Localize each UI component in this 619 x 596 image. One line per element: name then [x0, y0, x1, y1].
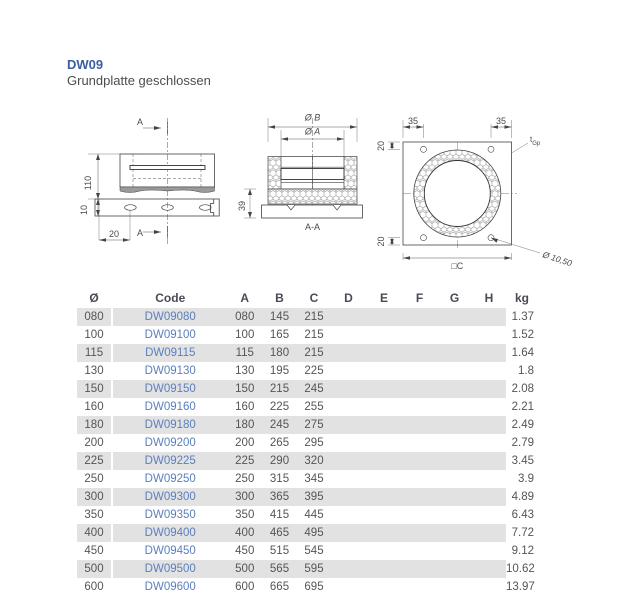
svg-text:35: 35 [408, 116, 418, 126]
svg-text:39: 39 [237, 201, 247, 211]
svg-text:Ø B: Ø B [304, 113, 321, 123]
svg-text:A: A [137, 117, 143, 127]
svg-text:A-A: A-A [305, 222, 320, 232]
svg-text:20: 20 [376, 236, 386, 246]
svg-text:35: 35 [496, 116, 506, 126]
svg-text:A: A [137, 228, 143, 238]
svg-text:Ø A: Ø A [304, 127, 320, 137]
svg-text:Ø 10,50: Ø 10,50 [540, 249, 573, 268]
svg-text:10: 10 [79, 205, 89, 215]
svg-text:20: 20 [109, 229, 119, 239]
svg-text:110: 110 [83, 176, 93, 190]
svg-text:20: 20 [376, 141, 386, 151]
svg-text:□C: □C [451, 261, 463, 271]
svg-text:tGp: tGp [530, 135, 541, 147]
